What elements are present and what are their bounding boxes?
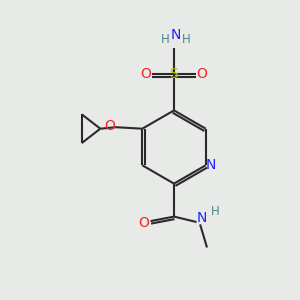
Text: S: S bbox=[169, 68, 178, 81]
Text: O: O bbox=[141, 68, 152, 81]
Text: O: O bbox=[196, 68, 207, 81]
Text: H: H bbox=[211, 205, 220, 218]
Text: N: N bbox=[197, 212, 207, 225]
Text: N: N bbox=[206, 158, 216, 172]
Text: N: N bbox=[170, 28, 181, 42]
Text: H: H bbox=[182, 33, 191, 46]
Text: O: O bbox=[139, 216, 149, 230]
Text: O: O bbox=[104, 119, 115, 133]
Text: H: H bbox=[161, 33, 170, 46]
